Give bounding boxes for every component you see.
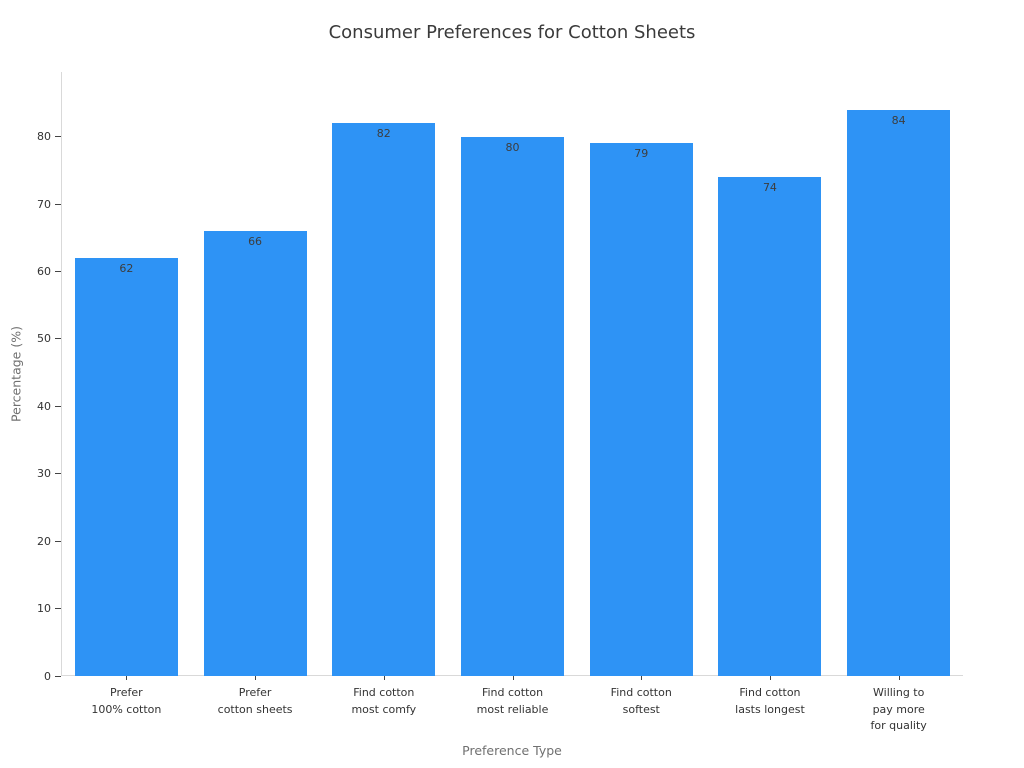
y-tick-mark (55, 271, 61, 273)
bar-value-label: 79 (634, 147, 649, 161)
y-tick-label: 10 (37, 602, 51, 616)
y-tick-mark (55, 473, 61, 475)
y-tick-label: 50 (37, 332, 51, 346)
bar-value-label: 84 (891, 113, 906, 127)
y-tick-label: 0 (44, 669, 51, 683)
y-tick-label: 30 (37, 467, 51, 481)
x-axis-title: Preference Type (462, 743, 562, 758)
bar: 79 (589, 143, 693, 676)
x-tick-mark (383, 676, 385, 680)
bar: 62 (74, 258, 178, 676)
bar-value-label: 62 (119, 262, 134, 276)
bar-value-label: 74 (762, 181, 777, 195)
y-tick-mark (55, 608, 61, 610)
y-tick-mark (55, 203, 61, 205)
bar-value-label: 80 (505, 140, 520, 154)
y-tick-mark (55, 540, 61, 542)
y-tick-label: 40 (37, 399, 51, 413)
x-tick-label: Find cotton most reliable (476, 686, 549, 716)
x-tick-label: Find cotton most comfy (351, 686, 417, 716)
x-tick-mark (769, 676, 771, 680)
y-tick-mark (55, 675, 61, 677)
y-tick-mark (55, 405, 61, 407)
y-tick-label: 60 (37, 265, 51, 279)
x-tick-label: Prefer cotton sheets (217, 686, 293, 716)
bar-slot: 74 Find cotton lasts longest (706, 72, 835, 716)
y-tick-label: 70 (37, 197, 51, 211)
bars-container: 62 Prefer 100% cotton 66 Prefer cotton shee… (62, 72, 963, 732)
bar: 80 (461, 136, 564, 676)
bar-slot: 80 Find cotton most reliable (448, 72, 577, 716)
y-tick-mark (55, 136, 61, 138)
x-tick-label: Prefer 100% cotton (91, 686, 162, 716)
y-tick-mark (55, 338, 61, 340)
bar-slot: 66 Prefer cotton sheets (191, 72, 320, 716)
bar-slot: 84 Willing to pay more for quality (834, 72, 963, 732)
bar-slot: 62 Prefer 100% cotton (62, 72, 191, 716)
x-tick-mark (512, 676, 514, 680)
x-tick-label: Willing to pay more for quality (870, 686, 927, 732)
x-tick-label: Find cotton lasts longest (735, 686, 805, 716)
plot-area: 0 10 20 30 40 50 60 70 80 62 Prefer 100% cotton 66… (37, 72, 963, 732)
bar: 74 (718, 177, 822, 676)
bar-slot: 82 Find cotton most comfy (319, 72, 448, 716)
x-tick-label: Find cotton softest (610, 686, 672, 716)
bar-value-label: 82 (376, 127, 391, 141)
y-axis-title: Percentage (%) (8, 326, 24, 422)
bar-slot: 79 Find cotton softest (577, 72, 706, 716)
y-tick-label: 20 (37, 534, 51, 548)
y-tick-label: 80 (37, 130, 51, 144)
bar: 82 (332, 123, 436, 676)
bar: 84 (847, 109, 951, 676)
x-tick-mark (126, 676, 128, 680)
x-tick-mark (898, 676, 900, 680)
x-tick-mark (641, 676, 643, 680)
chart-title: Consumer Preferences for Cotton Sheets (328, 22, 696, 43)
bar-value-label: 66 (248, 235, 263, 249)
x-tick-mark (255, 676, 257, 680)
bar: 66 (203, 231, 307, 676)
y-axis-line (61, 72, 62, 676)
